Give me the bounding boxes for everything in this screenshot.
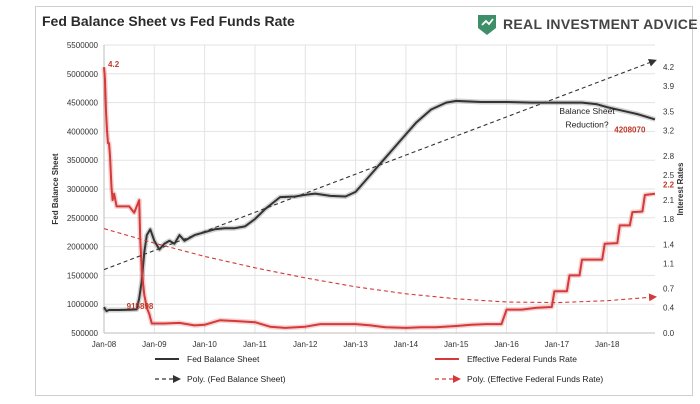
series-line-effective-federal-funds-rate [103, 67, 656, 329]
annotation-label: 4208070 [614, 126, 646, 135]
y-right-tick-label: 2.8 [663, 152, 675, 161]
y-right-tick-label: 1.4 [663, 240, 675, 249]
y-axis-right-label: Interest Rates [676, 162, 685, 215]
series-line-poly-fed-balance-sheet [103, 58, 657, 271]
y-left-tick-label: 1500000 [67, 271, 99, 280]
y-right-tick-label: 0.4 [663, 304, 675, 313]
x-tick-label: Jan-16 [494, 340, 519, 349]
x-tick-label: Jan-15 [444, 340, 469, 349]
annotation-label: Reduction? [566, 119, 609, 129]
legend-label-poly-fed-balance-sheet: Poly. (Fed Balance Sheet) [187, 374, 286, 384]
x-tick-label: Jan-13 [343, 340, 368, 349]
y-axis-left-ticks: 500000 1000000 1500000 2000000 2500000 300000… [67, 41, 99, 338]
legend-label-poly-effective-federal-funds-rate: Poly. (Effective Federal Funds Rate) [467, 374, 603, 384]
legend-label-effective-federal-funds-rate: Effective Federal Funds Rate [467, 354, 577, 364]
x-tick-label: Jan-11 [243, 340, 267, 349]
annotation-label: Balance Sheet [559, 106, 615, 116]
x-tick-label: Jan-09 [142, 340, 167, 349]
y-right-tick-label: 3.9 [663, 82, 675, 91]
y-right-tick-label: 2.5 [663, 171, 675, 180]
y-left-tick-label: 3000000 [67, 185, 99, 194]
x-tick-label: Jan-08 [92, 340, 117, 349]
x-tick-label: Jan-12 [293, 340, 318, 349]
series-line-poly-effective-federal-funds-rate [103, 228, 657, 304]
y-left-tick-label: 2000000 [67, 243, 99, 252]
shield-icon [478, 15, 496, 35]
y-left-tick-label: 4500000 [67, 99, 99, 108]
x-tick-label: Jan-10 [192, 340, 217, 349]
series-line-fed-balance-sheet [103, 99, 656, 313]
y-right-tick-label: 1.8 [663, 215, 675, 224]
y-left-tick-label: 2500000 [67, 214, 99, 223]
y-left-tick-label: 3500000 [67, 156, 99, 165]
y-axis-left-label: Fed Balance Sheet [51, 153, 60, 224]
legend: Fed Balance Sheet Effective Federal Funds… [155, 354, 603, 384]
y-left-tick-label: 4000000 [67, 127, 99, 136]
y-right-tick-label: 2.1 [663, 196, 675, 205]
trend-arrow-icon [481, 18, 494, 26]
x-tick-label: Jan-18 [595, 340, 620, 349]
series-lines [101, 58, 657, 331]
brand-name: REAL INVESTMENT ADVICE [503, 16, 698, 32]
y-left-tick-label: 500000 [71, 329, 98, 338]
annotation-label: 2.2 [663, 180, 675, 189]
y-right-tick-label: 1.1 [663, 259, 675, 268]
y-right-tick-label: 3.2 [663, 126, 675, 135]
y-left-tick-label: 5000000 [67, 70, 99, 79]
annotation-label: 915898 [127, 302, 154, 311]
x-axis-ticks: Jan-08 Jan-09 Jan-10 Jan-11 Jan-12 Jan-13 Jan-… [92, 340, 620, 349]
axes [103, 45, 655, 334]
x-tick-label: Jan-14 [394, 340, 419, 349]
annotation-label: 4.2 [108, 60, 120, 69]
y-right-tick-label: 0.0 [663, 329, 675, 338]
series-shadow-fed-balance-sheet [101, 98, 656, 314]
legend-label-fed-balance-sheet: Fed Balance Sheet [187, 354, 260, 364]
gridlines [104, 44, 655, 333]
chart-title: Fed Balance Sheet vs Fed Funds Rate [42, 13, 295, 29]
brand-logo: REAL INVESTMENT ADVICE [478, 15, 698, 35]
y-axis-right-ticks: 0.0 0.4 0.7 1.1 1.4 1.8 2.1 2.5 2.8 3.2 3.5 3.9 4.2 [663, 63, 675, 338]
y-right-tick-label: 4.2 [663, 63, 675, 72]
y-left-tick-label: 5500000 [67, 41, 99, 50]
y-right-tick-label: 0.7 [663, 285, 675, 294]
y-right-tick-label: 3.5 [663, 107, 675, 116]
chart-frame [35, 6, 693, 396]
annotations: 4.2 915898 Balance Sheet Reduction? 4208070 2… [108, 60, 675, 311]
x-tick-label: Jan-17 [545, 340, 570, 349]
y-left-tick-label: 1000000 [67, 300, 99, 309]
